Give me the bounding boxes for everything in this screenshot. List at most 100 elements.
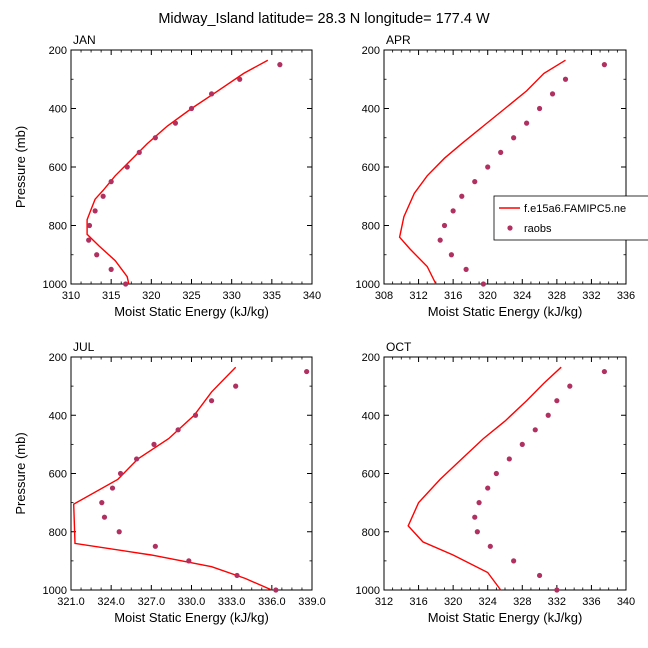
legend-box bbox=[493, 195, 648, 241]
x-tick-label: 312 bbox=[409, 290, 427, 302]
obs-point bbox=[86, 237, 92, 243]
x-tick-label: 310 bbox=[62, 290, 80, 302]
obs-point bbox=[94, 252, 100, 258]
y-tick-label: 200 bbox=[362, 45, 380, 57]
x-axis-title: Moist Static Energy (kJ/kg) bbox=[428, 610, 583, 625]
x-tick-label: 312 bbox=[375, 596, 393, 608]
x-axis-title: Moist Static Energy (kJ/kg) bbox=[428, 304, 583, 319]
obs-point bbox=[472, 514, 478, 520]
y-tick-label: 800 bbox=[49, 221, 67, 233]
x-tick-label: 324.0 bbox=[97, 596, 125, 608]
obs-point bbox=[108, 179, 114, 185]
obs-point bbox=[192, 412, 199, 418]
x-tick-label: 316 bbox=[409, 596, 427, 608]
obs-point bbox=[549, 91, 556, 97]
obs-point bbox=[524, 120, 530, 126]
y-tick-label: 600 bbox=[362, 469, 380, 481]
y-tick-label: 800 bbox=[362, 527, 380, 539]
obs-point bbox=[554, 587, 560, 593]
panel-label: JAN bbox=[73, 33, 96, 47]
obs-point bbox=[172, 120, 179, 126]
panel-oct: 312 316 320 324 328 332 336 340 200 400 600 800 1000… bbox=[356, 340, 636, 625]
x-tick-label: 335 bbox=[263, 290, 281, 302]
panel-label: APR bbox=[386, 33, 411, 47]
plot-frame bbox=[383, 49, 627, 285]
obs-point bbox=[237, 76, 243, 82]
x-tick-label: 332 bbox=[582, 290, 600, 302]
x-tick-label: 320 bbox=[142, 290, 160, 302]
obs-point bbox=[186, 558, 192, 564]
obs-point bbox=[511, 558, 517, 564]
main-title: Midway_Island latitude= 28.3 N longitude… bbox=[158, 11, 490, 27]
obs-point bbox=[601, 62, 607, 68]
model-series-line bbox=[398, 59, 566, 285]
obs-point bbox=[567, 383, 573, 389]
obs-point bbox=[101, 514, 108, 520]
obs-point bbox=[498, 149, 504, 155]
y-tick-label: 1000 bbox=[356, 279, 380, 291]
model-series-line bbox=[86, 59, 269, 285]
obs-point bbox=[519, 441, 525, 447]
panel-label: JUL bbox=[73, 340, 95, 354]
x-tick-label: 316 bbox=[444, 290, 462, 302]
obs-point bbox=[441, 222, 448, 229]
x-tick-label: 324 bbox=[479, 596, 497, 608]
x-tick-label: 320 bbox=[479, 290, 497, 302]
legend-label-model: f.e15a6.FAMIPC5.ne bbox=[524, 203, 626, 215]
y-tick-label: 200 bbox=[49, 45, 67, 57]
obs-point bbox=[511, 135, 517, 141]
y-tick-label: 800 bbox=[362, 221, 380, 233]
x-axis-title: Moist Static Energy (kJ/kg) bbox=[114, 304, 269, 319]
y-tick-label: 400 bbox=[362, 410, 380, 422]
y-tick-label: 1000 bbox=[356, 585, 380, 597]
y-tick-label: 400 bbox=[49, 104, 67, 116]
x-tick-label: 320 bbox=[444, 596, 462, 608]
obs-point bbox=[86, 222, 93, 229]
obs-point bbox=[463, 266, 469, 272]
obs-point bbox=[233, 383, 239, 389]
panel-jan: 310 315 320 325 330 335 340 200 400 600 800 1000 JAN… bbox=[13, 33, 321, 319]
obs-point bbox=[175, 427, 181, 433]
x-tick-label: 336 bbox=[582, 596, 600, 608]
obs-point bbox=[152, 543, 158, 549]
obs-point bbox=[562, 76, 569, 82]
x-tick-label: 324 bbox=[513, 290, 531, 302]
obs-point bbox=[536, 572, 543, 579]
panel-label: OCT bbox=[386, 340, 412, 354]
obs-point bbox=[92, 208, 98, 214]
obs-point bbox=[134, 456, 140, 462]
obs-point bbox=[208, 398, 215, 404]
obs-point bbox=[480, 281, 486, 287]
y-tick-label: 400 bbox=[49, 410, 67, 422]
obs-point bbox=[474, 529, 480, 535]
obs-point bbox=[450, 208, 456, 214]
x-tick-label: 327.0 bbox=[138, 596, 166, 608]
legend-marker-swatch bbox=[507, 225, 513, 231]
x-tick-label: 321.0 bbox=[57, 596, 85, 608]
plot-frame bbox=[383, 356, 627, 591]
obs-point bbox=[532, 427, 538, 433]
obs-point bbox=[136, 149, 142, 155]
y-tick-label: 600 bbox=[362, 162, 380, 174]
plot-frame bbox=[70, 356, 313, 591]
y-tick-label: 1000 bbox=[43, 585, 67, 597]
obs-point bbox=[124, 164, 130, 170]
obs-point bbox=[554, 398, 560, 404]
obs-point bbox=[485, 164, 491, 170]
obs-point bbox=[99, 500, 105, 506]
y-axis-title: Pressure (mb) bbox=[13, 126, 28, 208]
plot-frame bbox=[70, 49, 313, 285]
obs-point bbox=[109, 485, 116, 491]
obs-point bbox=[459, 193, 465, 199]
obs-point bbox=[151, 441, 157, 447]
model-series-line bbox=[407, 366, 562, 591]
obs-point bbox=[304, 368, 310, 375]
y-tick-label: 200 bbox=[362, 352, 380, 364]
obs-point bbox=[601, 368, 607, 375]
model-series-line bbox=[72, 366, 273, 591]
obs-point bbox=[472, 179, 478, 185]
obs-point bbox=[493, 470, 499, 477]
obs-point bbox=[277, 62, 283, 68]
obs-point bbox=[208, 91, 215, 97]
obs-point bbox=[545, 412, 551, 418]
